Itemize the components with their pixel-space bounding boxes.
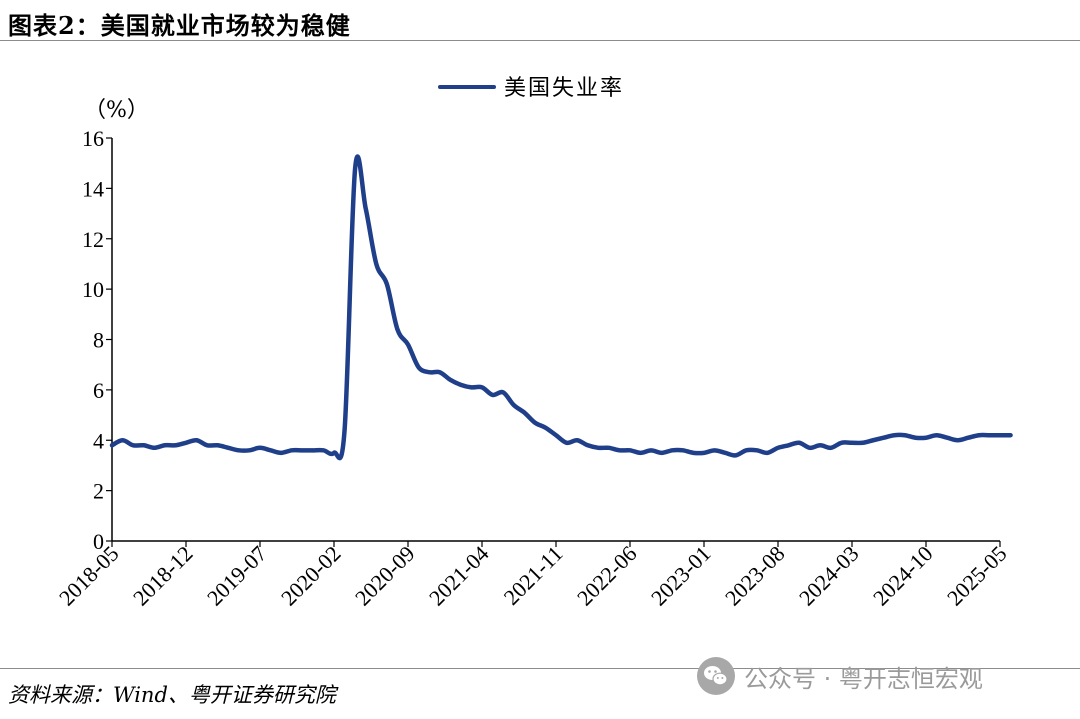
x-tick-label: 2023-01 (646, 541, 716, 611)
footer-divider (0, 668, 1080, 669)
x-tick-label: 2020-02 (276, 541, 346, 611)
x-tick-label: 2018-12 (128, 541, 198, 611)
y-tick-label: 8 (93, 328, 104, 353)
x-tick-label: 2024-10 (868, 541, 938, 611)
series-line-unemployment-rate (109, 154, 1013, 461)
y-tick-label: 2 (93, 479, 104, 504)
x-tick-label: 2024-03 (794, 541, 864, 611)
x-axis: 2018-05 2018-12 2019-07 2020-02 2020-09 2021-… (54, 540, 1012, 611)
x-tick-label: 2023-08 (720, 541, 790, 611)
x-tick-label: 2021-11 (499, 541, 568, 610)
y-tick-label: 14 (82, 176, 104, 201)
legend-label: 美国失业率 (504, 76, 624, 101)
x-tick-label: 2019-07 (202, 541, 272, 611)
wechat-icon (697, 657, 735, 695)
y-axis: 0 2 4 6 8 10 12 14 16 (82, 126, 113, 554)
y-tick-label: 6 (93, 378, 104, 403)
chart-legend: 美国失业率 (438, 76, 624, 101)
y-axis-unit-label: （%） (84, 98, 149, 123)
x-tick-label: 2021-04 (424, 541, 494, 611)
x-tick-label: 2022-06 (572, 541, 642, 611)
y-tick-label: 0 (93, 529, 104, 554)
figure-title: 图表2：美国就业市场较为稳健 (8, 11, 351, 40)
watermark-text: 公众号 · 粤开志恒宏观 (744, 664, 983, 693)
y-tick-label: 16 (82, 126, 104, 151)
x-tick-label: 2018-05 (54, 541, 124, 611)
source-note: 资料来源：Wind、粤开证券研究院 (8, 683, 336, 707)
y-tick-label: 12 (82, 227, 104, 252)
x-tick-label: 2025-05 (942, 541, 1012, 611)
x-tick-label: 2020-09 (350, 541, 420, 611)
y-tick-label: 4 (93, 428, 104, 453)
title-divider (0, 40, 1080, 41)
watermark: 公众号 · 粤开志恒宏观 (696, 656, 983, 696)
y-tick-label: 10 (82, 277, 104, 302)
